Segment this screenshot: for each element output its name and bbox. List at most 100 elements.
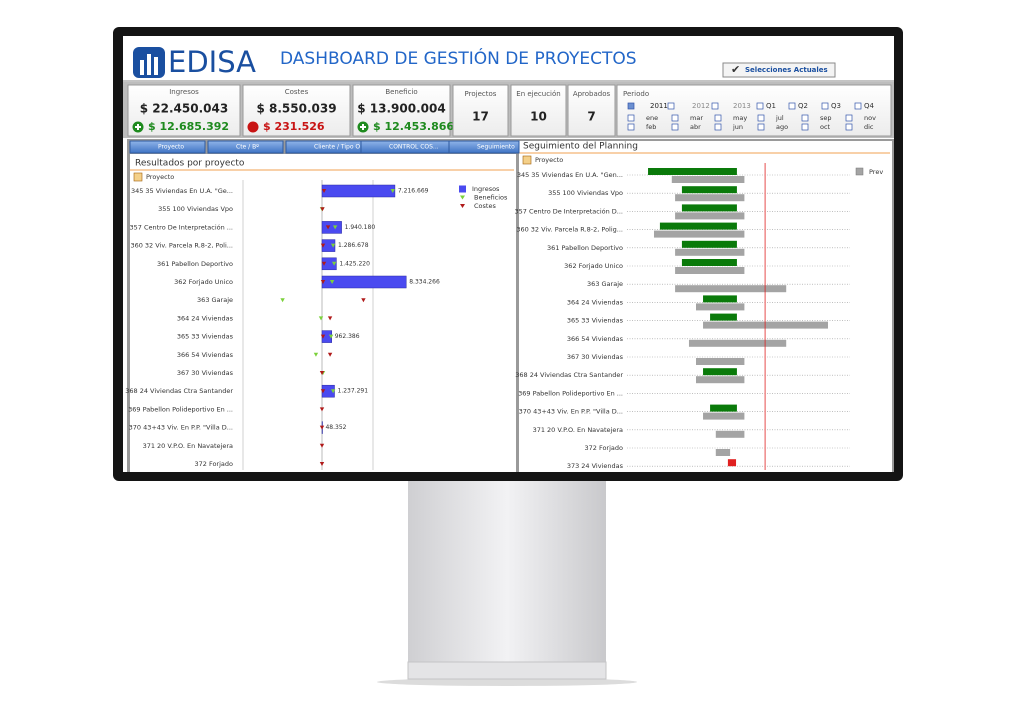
kpi-value: $ 22.450.043	[140, 102, 228, 116]
category-label: 345 35 Viviendas En U.A. "Gen...	[517, 171, 623, 179]
kpi-sub: $ 12.685.392	[148, 120, 229, 133]
checkbox[interactable]	[846, 115, 852, 121]
kpi-label: Costes	[285, 88, 309, 96]
checkbox[interactable]	[712, 103, 718, 109]
category-label: 362 Forjado Unico	[174, 278, 233, 286]
legend-label: Prev	[869, 168, 883, 176]
gantt-bar	[703, 413, 744, 420]
gantt-bar	[654, 231, 744, 238]
axis-label: Proyecto	[535, 156, 563, 164]
checkbox[interactable]	[672, 124, 678, 130]
category-label: 363 Garaje	[587, 280, 623, 288]
checkbox[interactable]	[672, 115, 678, 121]
gantt-bar	[696, 303, 744, 310]
checkbox[interactable]	[802, 124, 808, 130]
checkbox[interactable]	[758, 115, 764, 121]
chart-title: Seguimiento del Planning	[523, 142, 638, 152]
gantt-bar	[716, 431, 745, 438]
value-label: 48.352	[325, 424, 346, 431]
value-label: 1.940.180	[345, 224, 376, 231]
month-option: mar	[690, 114, 703, 122]
checkbox[interactable]	[715, 124, 721, 130]
tab-label[interactable]: Proyecto	[158, 144, 184, 151]
checkbox[interactable]	[715, 115, 721, 121]
periodo-label: Periodo	[623, 90, 649, 98]
month-option: may	[733, 114, 747, 122]
gantt-bar	[675, 285, 786, 292]
kpi-value: $ 8.550.039	[256, 102, 336, 116]
button-label[interactable]: Selecciones Actuales	[745, 66, 828, 74]
legend-label: Ingresos	[472, 185, 500, 193]
category-label: 364 24 Viviendas	[177, 314, 234, 322]
checkbox[interactable]	[822, 103, 828, 109]
value-label: 1.286.678	[338, 242, 369, 249]
checkbox[interactable]	[628, 115, 634, 121]
logo-text: EDISA	[168, 45, 256, 79]
quarter-option: Q1	[766, 102, 776, 110]
gantt-bar	[675, 212, 744, 219]
tab-label[interactable]: Cte / Bº	[236, 144, 259, 151]
checkbox[interactable]	[855, 103, 861, 109]
gantt-bar	[696, 358, 744, 365]
logo-icon	[154, 57, 158, 75]
checkbox[interactable]	[757, 103, 763, 109]
category-label: 369 Pabellon Polideportivo En ...	[518, 389, 623, 397]
value-label: 1.237.291	[338, 388, 369, 395]
gantt-bar	[660, 223, 737, 230]
gantt-bar	[703, 322, 828, 329]
gantt-bar	[710, 314, 737, 321]
category-label: 355 100 Viviendas Vpo	[158, 205, 233, 213]
stand-neck	[408, 478, 606, 664]
month-option: sep	[820, 114, 832, 122]
month-option: feb	[646, 123, 656, 131]
checkbox[interactable]	[846, 124, 852, 130]
tab-label[interactable]: CONTROL COS...	[389, 144, 439, 151]
bar	[322, 185, 395, 197]
month-option: jun	[732, 123, 743, 131]
month-option: ago	[776, 123, 788, 131]
category-label: 373 24 Viviendas	[567, 462, 624, 470]
checkbox[interactable]	[628, 103, 634, 109]
gantt-bar	[682, 186, 737, 193]
category-label: 361 Pabellon Deportivo	[157, 260, 233, 268]
legend-swatch	[459, 186, 466, 193]
gantt-bar	[689, 340, 786, 347]
category-label: 362 Forjado Unico	[564, 262, 623, 270]
count-value: 10	[530, 110, 547, 124]
kpi-value: $ 13.900.004	[357, 102, 445, 116]
category-label: 370 43+43 Viv. En P.P. "Villa D...	[519, 408, 623, 416]
category-label: 366 54 Viviendas	[567, 335, 624, 343]
gantt-bar	[675, 249, 744, 256]
checkbox[interactable]	[758, 124, 764, 130]
tab-label[interactable]: Seguimiento	[477, 144, 515, 151]
month-option: ene	[646, 114, 658, 122]
legend-label: Costes	[474, 202, 496, 210]
year-option: 2013	[733, 102, 751, 110]
category-label: 367 30 Viviendas	[567, 353, 624, 361]
checkbox[interactable]	[802, 115, 808, 121]
category-label: 371 20 V.P.O. En Navatejera	[143, 442, 233, 450]
count-value: 7	[587, 110, 595, 124]
gantt-bar	[675, 267, 744, 274]
bar	[322, 221, 342, 233]
checkbox[interactable]	[628, 124, 634, 130]
gantt-bar	[648, 168, 737, 175]
checkbox[interactable]	[789, 103, 795, 109]
category-label: 355 100 Viviendas Vpo	[548, 189, 623, 197]
category-label: 371 20 V.P.O. En Navatejera	[533, 426, 623, 434]
count-value: 17	[472, 110, 489, 124]
month-option: abr	[690, 123, 701, 131]
category-label: 368 24 Viviendas Ctra Santander	[125, 387, 233, 395]
count-label: Projectos	[465, 90, 497, 98]
month-option: nov	[864, 114, 876, 122]
gantt-bar	[672, 176, 745, 183]
status-icon	[248, 122, 259, 133]
gantt-bar	[682, 204, 737, 211]
category-label: 365 33 Viviendas	[177, 333, 234, 341]
category-label: 363 Garaje	[197, 296, 233, 304]
kpi-sub: $ 231.526	[263, 120, 325, 133]
category-label: 365 33 Viviendas	[567, 317, 624, 325]
checkbox[interactable]	[668, 103, 674, 109]
category-label: 372 Forjado	[584, 444, 623, 452]
